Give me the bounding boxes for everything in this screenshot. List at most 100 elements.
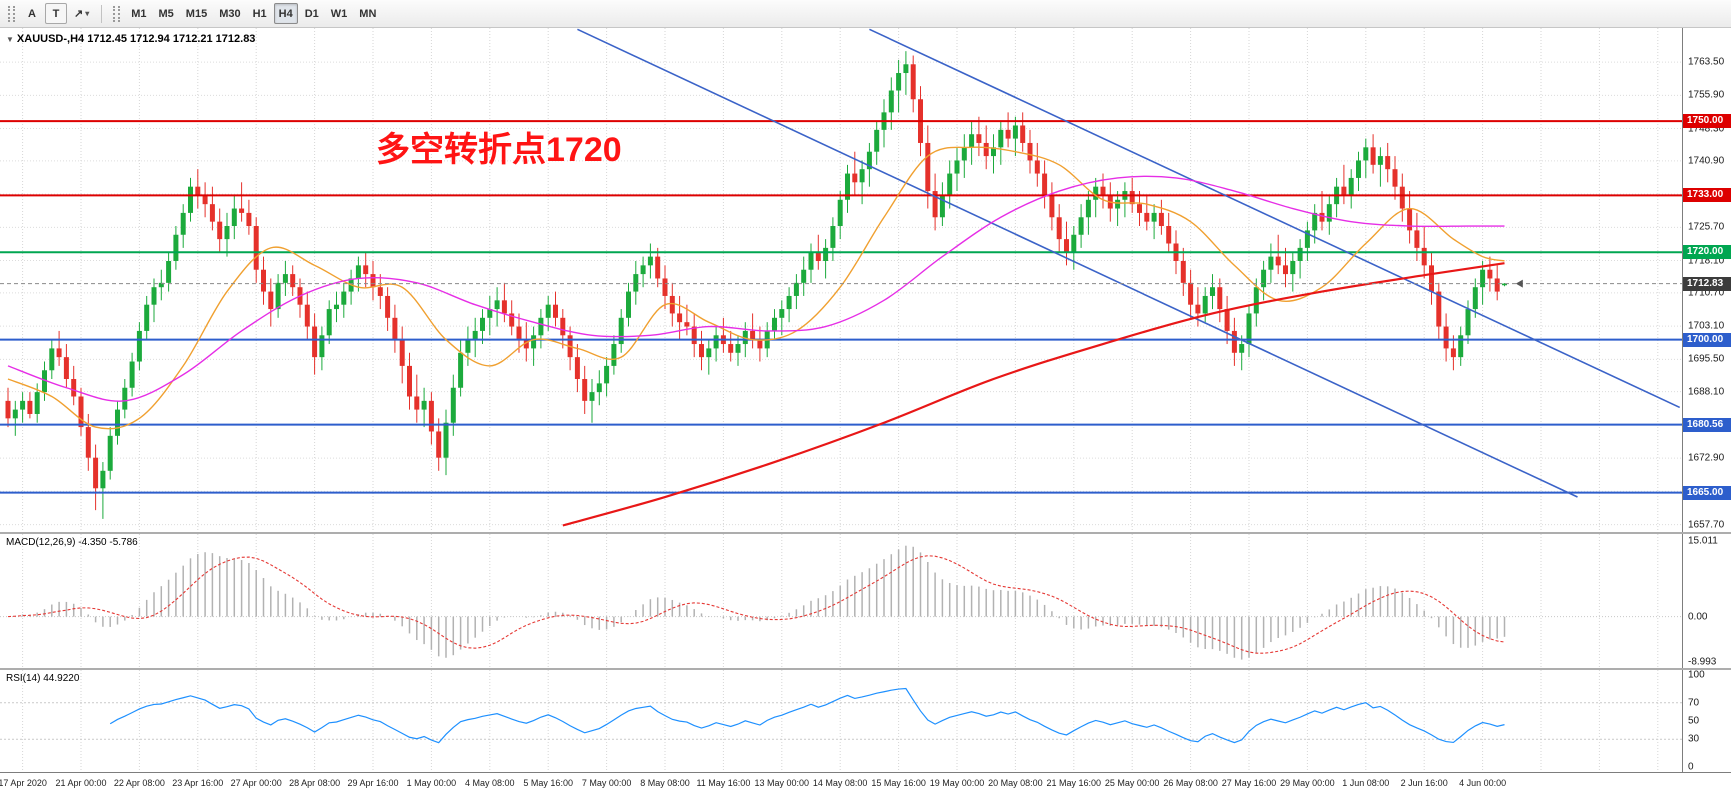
candle-body: [713, 335, 719, 349]
timeframe-button-w1[interactable]: W1: [330, 7, 348, 20]
candle-body: [538, 317, 544, 336]
candle-body: [910, 64, 916, 100]
candle-body: [1231, 330, 1237, 353]
candle-body: [998, 129, 1004, 148]
candle-body: [976, 134, 982, 143]
macd-pane[interactable]: MACD(12,26,9) -4.350 -5.786: [0, 534, 1682, 668]
candle-body: [859, 169, 865, 183]
candle-body: [1020, 125, 1026, 143]
pane-separator-rsi[interactable]: [0, 668, 1731, 670]
candle-body: [1399, 186, 1405, 209]
rsi-label: RSI(14) 44.9220: [6, 673, 80, 684]
candle-body: [772, 317, 777, 331]
candle-body: [1502, 283, 1507, 286]
trendline: [577, 28, 1578, 498]
candle-body: [188, 186, 193, 213]
candle-body: [377, 287, 383, 296]
price-pane[interactable]: ▼ XAUUSD-,H4 1712.45 1712.94 1712.21 1712…: [0, 28, 1682, 532]
candle-body: [596, 383, 602, 393]
candle-body: [1348, 177, 1354, 196]
toolbar-grip-2[interactable]: [113, 5, 121, 22]
candle-body: [735, 344, 741, 353]
price-tick: 1740.90: [1688, 155, 1725, 167]
price-tick: 1763.50: [1688, 56, 1725, 68]
candle-body: [1283, 265, 1288, 275]
price-tick: 1755.90: [1688, 89, 1725, 101]
candle-body: [925, 142, 931, 192]
candle-body: [1129, 191, 1135, 205]
candle-body: [100, 470, 106, 489]
candle-body: [217, 221, 223, 240]
price-axis[interactable]: 1763.501755.901748.301740.901733.301725.…: [1682, 28, 1731, 772]
arrows-tool-button[interactable]: ↗ ▾: [69, 3, 94, 24]
timeframe-button-m30[interactable]: M30: [219, 7, 241, 20]
candle-body: [71, 379, 77, 397]
timeframe-button-h4[interactable]: H4: [273, 3, 298, 24]
price-level-badge: 1720.00: [1683, 245, 1731, 260]
timeframe-button-h1[interactable]: H1: [252, 7, 267, 20]
price-chart-canvas[interactable]: [0, 28, 1682, 532]
toolbar-grip[interactable]: [8, 5, 15, 22]
candle-body: [480, 317, 485, 331]
candle-body: [757, 339, 763, 349]
time-label: 21 Apr 00:00: [55, 778, 107, 788]
candle-body: [268, 291, 274, 310]
candle-body: [1319, 212, 1325, 222]
candle-body: [209, 204, 215, 222]
candle-body: [1429, 265, 1434, 292]
candle-body: [1012, 125, 1018, 139]
candle-body: [1312, 212, 1318, 231]
candle-body: [1290, 260, 1296, 275]
candle-body: [1458, 335, 1464, 358]
candle-body: [202, 195, 208, 205]
text-label-tool-button[interactable]: T: [45, 3, 67, 24]
timeframe-button-m1[interactable]: M1: [131, 7, 147, 20]
timeframe-button-d1[interactable]: D1: [304, 7, 319, 20]
time-label: 4 May 08:00: [465, 778, 515, 788]
current-price-badge: 1712.83: [1683, 276, 1731, 291]
rsi-pane[interactable]: RSI(14) 44.9220: [0, 670, 1682, 772]
time-label: 20 May 08:00: [988, 778, 1043, 788]
candle-body: [1034, 160, 1040, 174]
symbol-header: ▼ XAUUSD-,H4 1712.45 1712.94 1712.21 1712…: [6, 33, 255, 45]
timeframe-button-m5[interactable]: M5: [158, 7, 174, 20]
candle-body: [1392, 169, 1398, 187]
macd-tick: -8.993: [1688, 656, 1717, 668]
candle-body: [1370, 147, 1376, 165]
candle-body: [1056, 217, 1062, 240]
candle-body: [12, 409, 18, 419]
candle-body: [647, 256, 653, 266]
rsi-tick: 30: [1688, 733, 1700, 745]
candle-body: [553, 304, 558, 318]
candle-body: [494, 300, 500, 310]
time-axis[interactable]: 17 Apr 2020 21 Apr 00:00 22 Apr 08:00 23 Ap…: [0, 772, 1731, 794]
candle-body: [545, 304, 551, 318]
time-label: 19 May 00:00: [929, 778, 985, 788]
candle-body: [750, 330, 756, 340]
rsi-canvas[interactable]: [0, 670, 1682, 772]
dropdown-marker-icon[interactable]: ▼: [6, 35, 14, 44]
candle-body: [1239, 344, 1245, 353]
candle-body: [1326, 204, 1332, 222]
macd-signal-line: [7, 555, 1505, 654]
chart-annotation-text[interactable]: 多空转折点1720: [376, 131, 622, 169]
candle-body: [341, 291, 347, 305]
candle-body: [1078, 217, 1084, 235]
candle-body: [1115, 199, 1121, 209]
timeframe-button-m15[interactable]: M15: [185, 7, 208, 20]
macd-canvas[interactable]: [0, 534, 1682, 668]
candle-body: [618, 317, 624, 345]
timeframe-button-mn[interactable]: MN: [359, 7, 377, 20]
candle-body: [224, 226, 230, 240]
candle-body: [115, 409, 120, 436]
candle-body: [1443, 326, 1449, 349]
candle-body: [1275, 256, 1281, 266]
pane-separator-macd[interactable]: [0, 532, 1731, 534]
time-label: 27 May 16:00: [1221, 778, 1277, 788]
candle-body: [1377, 156, 1383, 165]
candle-body: [1071, 234, 1077, 253]
text-tool-button[interactable]: A: [28, 7, 36, 20]
candle-body: [195, 186, 201, 196]
time-label: 14 May 08:00: [812, 778, 868, 788]
candle-body: [837, 199, 843, 227]
